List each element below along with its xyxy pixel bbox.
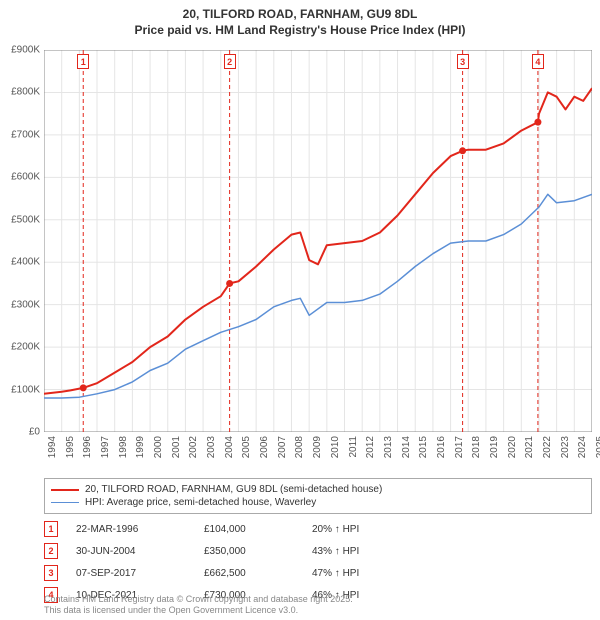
y-tick-label: £0 (29, 427, 40, 438)
x-tick-label: 2017 (454, 436, 465, 458)
x-tick-label: 2016 (436, 436, 447, 458)
attribution-line1: Contains HM Land Registry data © Crown c… (44, 594, 592, 605)
sale-marker-2: 2 (224, 54, 236, 69)
legend-item: 20, TILFORD ROAD, FARNHAM, GU9 8DL (semi… (51, 483, 585, 496)
x-tick-label: 1996 (82, 436, 93, 458)
x-tick-label: 2025 (595, 436, 600, 458)
x-tick-label: 1994 (47, 436, 58, 458)
legend-label: HPI: Average price, semi-detached house,… (85, 497, 316, 508)
legend-item: HPI: Average price, semi-detached house,… (51, 496, 585, 509)
x-tick-label: 2011 (348, 436, 359, 458)
marker-layer: 1 2 3 4 (44, 50, 592, 432)
x-tick-label: 2008 (294, 436, 305, 458)
transaction-hpi: 47% ↑ HPI (312, 568, 432, 579)
y-tick-label: £900K (11, 45, 40, 56)
x-tick-label: 2007 (277, 436, 288, 458)
x-tick-label: 2014 (401, 436, 412, 458)
y-tick-label: £600K (11, 172, 40, 183)
transaction-price: £350,000 (204, 546, 294, 557)
y-tick-label: £800K (11, 87, 40, 98)
x-tick-label: 2005 (241, 436, 252, 458)
transaction-price: £104,000 (204, 524, 294, 535)
x-tick-label: 2018 (471, 436, 482, 458)
sale-marker-3: 3 (457, 54, 469, 69)
transaction-date: 07-SEP-2017 (76, 568, 186, 579)
legend-swatch (51, 489, 79, 491)
sale-marker-1: 1 (77, 54, 89, 69)
transaction-date: 30-JUN-2004 (76, 546, 186, 557)
x-tick-label: 2004 (224, 436, 235, 458)
y-tick-label: £500K (11, 214, 40, 225)
chart-container: 20, TILFORD ROAD, FARNHAM, GU9 8DL Price… (0, 0, 600, 620)
transaction-row: 1 22-MAR-1996 £104,000 20% ↑ HPI (44, 518, 592, 540)
transaction-hpi: 43% ↑ HPI (312, 546, 432, 557)
transaction-hpi: 20% ↑ HPI (312, 524, 432, 535)
y-tick-label: £700K (11, 129, 40, 140)
x-tick-label: 2021 (524, 436, 535, 458)
x-tick-label: 2006 (259, 436, 270, 458)
x-axis-labels: 1994 1995 1996 1997 1998 1999 2000 2001 2002 2003… (44, 434, 592, 476)
x-tick-label: 1997 (100, 436, 111, 458)
title-line2: Price paid vs. HM Land Registry's House … (0, 22, 600, 38)
x-tick-label: 2022 (542, 436, 553, 458)
x-tick-label: 2024 (577, 436, 588, 458)
title-line1: 20, TILFORD ROAD, FARNHAM, GU9 8DL (0, 6, 600, 22)
y-axis-labels: £0£100K£200K£300K£400K£500K£600K£700K£80… (4, 50, 42, 432)
title-block: 20, TILFORD ROAD, FARNHAM, GU9 8DL Price… (0, 0, 600, 38)
x-tick-label: 2020 (507, 436, 518, 458)
x-tick-label: 1998 (118, 436, 129, 458)
x-tick-label: 1999 (135, 436, 146, 458)
x-tick-label: 2002 (188, 436, 199, 458)
transactions-table: 1 22-MAR-1996 £104,000 20% ↑ HPI 2 30-JUN-200… (44, 518, 592, 606)
attribution: Contains HM Land Registry data © Crown c… (44, 594, 592, 616)
y-tick-label: £100K (11, 384, 40, 395)
transaction-marker: 1 (44, 521, 58, 537)
legend-label: 20, TILFORD ROAD, FARNHAM, GU9 8DL (semi… (85, 484, 382, 495)
x-tick-label: 2013 (383, 436, 394, 458)
x-tick-label: 1995 (65, 436, 76, 458)
legend-box: 20, TILFORD ROAD, FARNHAM, GU9 8DL (semi… (44, 478, 592, 514)
transaction-marker: 3 (44, 565, 58, 581)
x-tick-label: 2019 (489, 436, 500, 458)
transaction-row: 2 30-JUN-2004 £350,000 43% ↑ HPI (44, 540, 592, 562)
transaction-date: 22-MAR-1996 (76, 524, 186, 535)
legend-swatch (51, 502, 79, 503)
x-tick-label: 2009 (312, 436, 323, 458)
chart-plot-area: 1 2 3 4 (44, 50, 592, 432)
x-tick-label: 2001 (171, 436, 182, 458)
sale-marker-4: 4 (532, 54, 544, 69)
x-tick-label: 2003 (206, 436, 217, 458)
transaction-marker: 2 (44, 543, 58, 559)
attribution-line2: This data is licensed under the Open Gov… (44, 605, 592, 616)
y-tick-label: £400K (11, 257, 40, 268)
x-tick-label: 2000 (153, 436, 164, 458)
x-tick-label: 2023 (560, 436, 571, 458)
x-tick-label: 2012 (365, 436, 376, 458)
y-tick-label: £200K (11, 342, 40, 353)
transaction-row: 3 07-SEP-2017 £662,500 47% ↑ HPI (44, 562, 592, 584)
y-tick-label: £300K (11, 299, 40, 310)
x-tick-label: 2010 (330, 436, 341, 458)
x-tick-label: 2015 (418, 436, 429, 458)
transaction-price: £662,500 (204, 568, 294, 579)
